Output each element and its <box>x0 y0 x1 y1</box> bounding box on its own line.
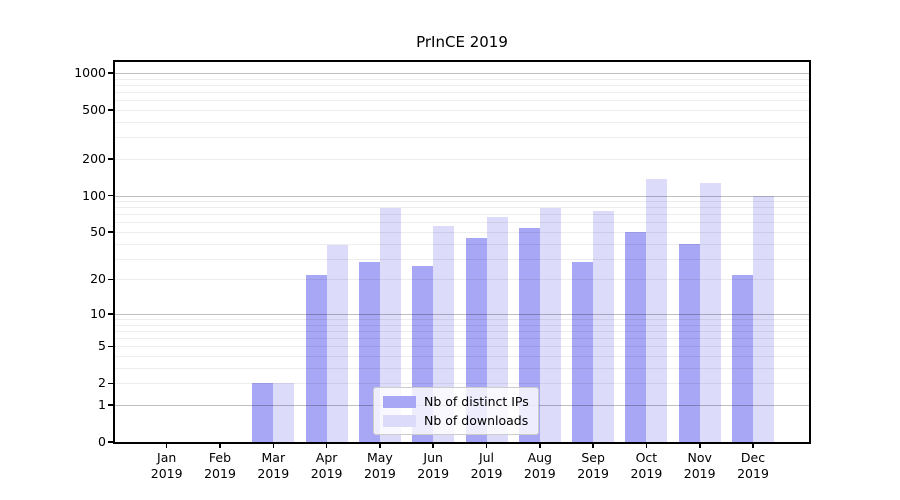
y-tick-mark-20 <box>108 278 113 281</box>
bar-distinct-ips-sep <box>572 262 594 442</box>
x-tick-label-jun: Jun 2019 <box>417 450 450 481</box>
x-tick-mark-may <box>379 444 381 448</box>
bar-distinct-ips-mar <box>252 383 274 442</box>
x-tick-mark-jun <box>432 444 434 448</box>
bar-downloads-nov <box>699 183 721 442</box>
x-tick-label-may: May 2019 <box>363 450 396 481</box>
legend-label-distinct-ips: Nb of distinct IPs <box>424 394 529 409</box>
legend-item-distinct-ips: Nb of distinct IPs <box>383 394 529 409</box>
y-tick-label-200: 200 <box>82 150 106 166</box>
y-tick-mark-1000 <box>108 72 113 74</box>
bars-layer <box>115 62 809 442</box>
bar-downloads-oct <box>646 179 668 442</box>
x-tick-mark-jul <box>485 444 488 448</box>
legend-swatch-downloads <box>383 414 416 427</box>
y-tick-mark-10 <box>108 313 113 315</box>
x-tick-label-jan: Jan 2019 <box>150 450 183 481</box>
y-tick-label-50: 50 <box>90 224 106 239</box>
bar-downloads-aug <box>539 207 561 442</box>
x-tick-mark-aug <box>539 444 541 448</box>
y-tick-label-500: 500 <box>82 101 106 117</box>
y-tick-mark-5 <box>108 345 113 347</box>
x-tick-label-sep: Sep 2019 <box>577 450 609 481</box>
x-tick-label-feb: Feb 2019 <box>204 450 236 481</box>
legend-item-downloads: Nb of downloads <box>383 413 529 428</box>
x-tick-label-mar: Mar 2019 <box>257 450 290 481</box>
x-tick-mark-mar <box>272 444 275 448</box>
y-tick-label-0: 0 <box>98 434 106 449</box>
y-tick-label-20: 20 <box>90 271 106 287</box>
x-tick-mark-sep <box>592 444 594 448</box>
bar-distinct-ips-dec <box>732 274 753 442</box>
x-tick-mark-feb <box>219 444 221 448</box>
y-tick-mark-100 <box>108 194 113 197</box>
bar-distinct-ips-apr <box>305 274 327 442</box>
bar-downloads-mar <box>273 383 295 442</box>
y-tick-label-10: 10 <box>90 305 106 321</box>
x-tick-label-oct: Oct 2019 <box>630 450 663 481</box>
x-tick-mark-dec <box>752 444 754 448</box>
y-tick-label-5: 5 <box>98 338 106 354</box>
y-tick-label-1: 1 <box>98 397 106 412</box>
x-tick-mark-jan <box>165 444 168 448</box>
y-tick-mark-1 <box>108 404 113 406</box>
x-tick-label-dec: Dec 2019 <box>737 450 769 481</box>
bar-downloads-may <box>379 207 401 442</box>
x-tick-mark-apr <box>325 444 328 448</box>
bar-distinct-ips-nov <box>678 243 700 442</box>
y-tick-mark-500 <box>108 109 113 111</box>
y-tick-mark-200 <box>108 158 113 160</box>
y-tick-mark-50 <box>108 231 113 233</box>
x-tick-label-nov: Nov 2019 <box>683 450 716 481</box>
x-tick-label-aug: Aug 2019 <box>523 450 556 481</box>
legend: Nb of distinct IPs Nb of downloads <box>373 387 539 435</box>
x-tick-label-jul: Jul 2019 <box>470 450 503 481</box>
legend-swatch-distinct-ips <box>383 395 416 408</box>
y-tick-mark-0 <box>108 441 113 443</box>
x-tick-mark-nov <box>699 444 701 448</box>
y-tick-label-2: 2 <box>98 375 106 391</box>
bar-downloads-apr <box>326 244 348 442</box>
x-tick-mark-oct <box>645 444 648 448</box>
x-tick-label-apr: Apr 2019 <box>310 450 343 481</box>
bar-downloads-sep <box>593 210 615 442</box>
bar-downloads-dec <box>753 195 774 442</box>
bar-distinct-ips-oct <box>625 232 647 442</box>
chart-title: PrInCE 2019 <box>416 33 508 51</box>
y-tick-mark-2 <box>108 382 113 385</box>
y-tick-label-100: 100 <box>82 187 106 203</box>
y-tick-label-1000: 1000 <box>74 64 106 80</box>
bar-downloads-jul <box>486 217 508 442</box>
legend-label-downloads: Nb of downloads <box>424 413 529 428</box>
